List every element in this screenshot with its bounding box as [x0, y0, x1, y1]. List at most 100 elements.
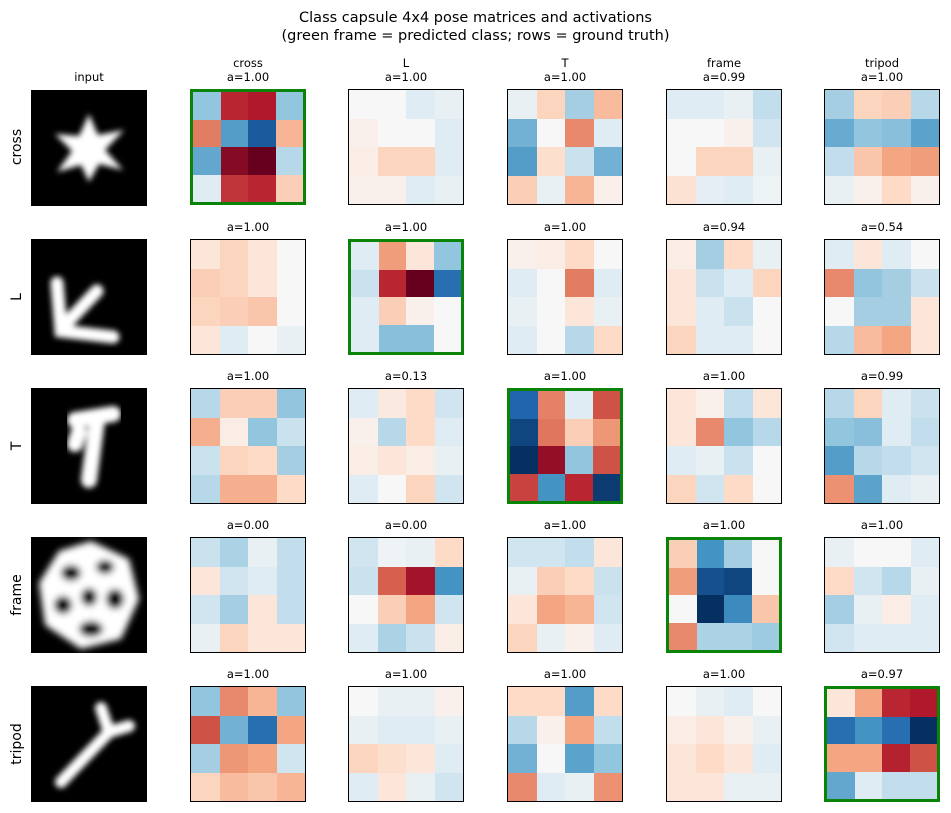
- matrix-cell: [696, 567, 725, 596]
- matrix-cell: [276, 297, 305, 327]
- matrix-cell: [667, 715, 697, 745]
- activation-label-cross-cross: a=1.00: [226, 70, 270, 84]
- pose-matrix-frame-frame: [666, 537, 782, 653]
- matrix-cell: [191, 446, 221, 476]
- matrix-cell: [724, 268, 754, 298]
- matrix-cell: [593, 744, 622, 774]
- matrix-cell: [752, 474, 781, 503]
- matrix-cell: [191, 268, 221, 298]
- matrix-cell: [377, 90, 407, 120]
- matrix-cell: [434, 389, 463, 419]
- matrix-cell: [276, 474, 305, 503]
- matrix-cell: [248, 715, 278, 745]
- matrix-cell: [508, 240, 538, 270]
- matrix-cell: [853, 297, 883, 327]
- matrix-cell: [825, 474, 855, 503]
- matrix-cell: [752, 240, 781, 270]
- matrix-cell: [853, 566, 883, 596]
- matrix-cell: [910, 268, 939, 298]
- matrix-cell: [193, 147, 222, 176]
- matrix-cell: [406, 269, 435, 298]
- matrix-cell: [248, 147, 277, 176]
- matrix-cell: [825, 325, 855, 354]
- matrix-cell: [909, 689, 937, 718]
- matrix-cell: [508, 566, 538, 596]
- matrix-cell: [248, 174, 277, 202]
- matrix-cell: [724, 175, 754, 204]
- matrix-cell: [825, 389, 855, 419]
- matrix-cell: [882, 595, 912, 625]
- matrix-cell: [667, 417, 697, 447]
- matrix-cell: [406, 118, 436, 148]
- matrix-cell: [593, 772, 622, 801]
- matrix-cell: [752, 772, 781, 801]
- matrix-cell: [248, 595, 278, 625]
- matrix-cell: [406, 324, 435, 352]
- activation-label-L-cross: a=1.00: [226, 220, 270, 234]
- matrix-cell: [724, 446, 754, 476]
- activation-label-frame-tripod: a=1.00: [860, 518, 904, 532]
- matrix-cell: [882, 118, 912, 148]
- matrix-cell: [667, 772, 697, 801]
- matrix-cell: [882, 147, 912, 177]
- matrix-cell: [406, 715, 436, 745]
- matrix-cell: [827, 744, 856, 773]
- matrix-cell: [593, 566, 622, 596]
- matrix-cell: [276, 325, 305, 354]
- matrix-cell: [695, 147, 725, 177]
- pose-matrix-tripod-cross: [190, 686, 306, 802]
- matrix-cell: [508, 147, 538, 177]
- matrix-cell: [853, 474, 883, 503]
- matrix-cell: [191, 297, 221, 327]
- matrix-cell: [752, 325, 781, 354]
- matrix-cell: [882, 474, 912, 503]
- matrix-cell: [508, 118, 538, 148]
- activation-label-cross-T: a=1.00: [543, 70, 587, 84]
- matrix-cell: [667, 118, 697, 148]
- matrix-cell: [537, 446, 566, 475]
- matrix-cell: [219, 446, 249, 476]
- matrix-cell: [219, 474, 249, 503]
- pose-matrix-tripod-tripod: [824, 686, 940, 802]
- matrix-cell: [508, 538, 538, 568]
- matrix-cell: [248, 474, 278, 503]
- matrix-cell: [434, 417, 463, 447]
- matrix-cell: [276, 240, 305, 270]
- matrix-cell: [434, 175, 463, 204]
- matrix-cell: [433, 242, 461, 271]
- matrix-cell: [752, 90, 781, 120]
- input-image-L: [31, 239, 147, 355]
- matrix-cell: [565, 297, 595, 327]
- pose-matrix-T-frame: [666, 388, 782, 504]
- matrix-cell: [825, 268, 855, 298]
- matrix-cell: [276, 538, 305, 568]
- matrix-cell: [406, 389, 436, 419]
- matrix-cell: [275, 174, 303, 202]
- matrix-cell: [248, 566, 278, 596]
- activation-label-T-tripod: a=0.99: [860, 369, 904, 383]
- matrix-cell: [696, 622, 725, 650]
- matrix-cell: [378, 269, 407, 298]
- matrix-cell: [349, 417, 379, 447]
- matrix-cell: [508, 268, 538, 298]
- pose-matrix-frame-tripod: [824, 537, 940, 653]
- matrix-cell: [248, 92, 277, 121]
- pose-matrix-L-tripod: [824, 239, 940, 355]
- matrix-cell: [882, 689, 911, 718]
- matrix-cell: [669, 622, 698, 650]
- matrix-cell: [434, 118, 463, 148]
- matrix-cell: [695, 90, 725, 120]
- matrix-cell: [853, 118, 883, 148]
- matrix-cell: [882, 623, 912, 652]
- matrix-cell: [406, 417, 436, 447]
- matrix-cell: [667, 268, 697, 298]
- matrix-cell: [406, 566, 436, 596]
- matrix-cell: [667, 389, 697, 419]
- matrix-cell: [508, 297, 538, 327]
- pose-matrix-frame-cross: [190, 537, 306, 653]
- matrix-cell: [695, 715, 725, 745]
- activation-label-L-frame: a=0.94: [702, 220, 746, 234]
- matrix-cell: [853, 268, 883, 298]
- matrix-cell: [825, 297, 855, 327]
- matrix-cell: [219, 268, 249, 298]
